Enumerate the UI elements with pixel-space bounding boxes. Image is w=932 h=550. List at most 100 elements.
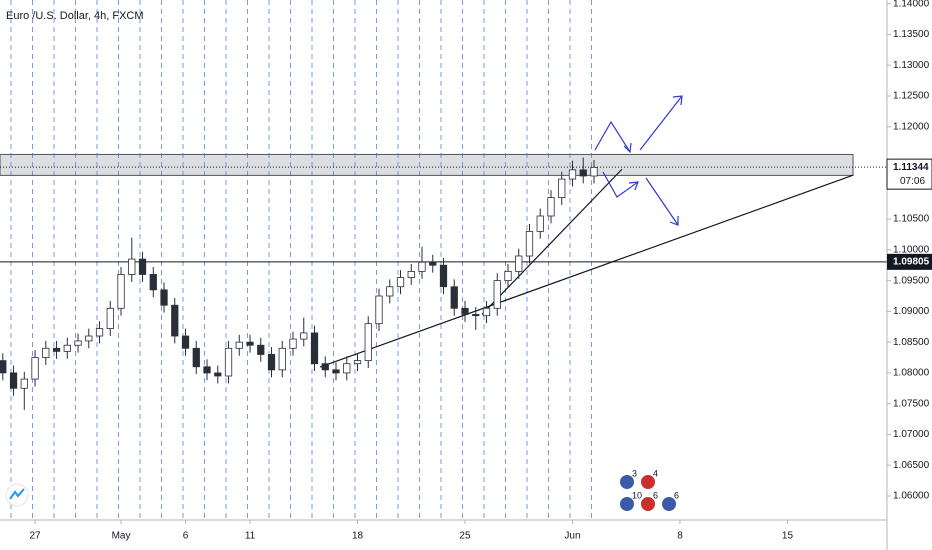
event-count: 4: [653, 468, 658, 478]
candle-body: [0, 360, 7, 374]
candle-body: [482, 307, 491, 317]
y-tick-label: 1.08500: [893, 337, 930, 348]
candle-body: [386, 286, 394, 297]
candle-body: [128, 258, 136, 275]
arrowhead: [672, 95, 683, 106]
candle-body: [504, 270, 512, 282]
candle-body: [300, 332, 308, 340]
event-count: 6: [674, 490, 679, 500]
trendline: [481, 168, 623, 315]
plot: [0, 153, 887, 410]
candle-body: [547, 197, 555, 217]
event-icon: [639, 473, 657, 491]
event-count: 10: [632, 490, 642, 500]
y-tick-label: 1.07500: [893, 398, 930, 409]
candle-body: [515, 255, 523, 272]
candle-body: [138, 258, 147, 275]
x-tick-label: 11: [245, 531, 256, 542]
candle-body: [289, 338, 297, 349]
candle-body: [31, 357, 39, 380]
candle-body: [52, 347, 61, 352]
y-tick-label: 1.07000: [893, 429, 930, 440]
scenario-arrows: [594, 95, 683, 226]
x-tick-label: 6: [183, 531, 189, 542]
candle-body: [42, 347, 50, 358]
x-tick-label: 27: [29, 531, 41, 542]
candle-body: [493, 280, 501, 309]
arrow: [594, 120, 631, 153]
y-tick-label: 1.09000: [893, 306, 930, 317]
x-tick-label: 15: [782, 531, 794, 542]
candle-body: [171, 304, 179, 337]
candle-body: [246, 341, 254, 346]
y-tick-label: 1.10500: [893, 214, 930, 225]
price-label: 1.09805: [893, 256, 930, 267]
candle-body: [214, 372, 222, 377]
candle-body: [20, 378, 28, 389]
candle-body: [257, 344, 265, 355]
candle-body: [181, 335, 190, 349]
candle-body: [160, 289, 168, 306]
event-icon: [660, 495, 678, 513]
candle-body: [353, 360, 362, 365]
last-price-box: [886, 158, 932, 190]
candle-body: [568, 169, 577, 180]
x-tick-label: 18: [352, 531, 364, 542]
candle-body: [278, 347, 286, 371]
arrowhead: [623, 142, 632, 154]
trendline: [319, 174, 854, 368]
x-tick-label: 8: [677, 531, 683, 542]
candle-body: [117, 274, 125, 309]
x-tick-label: Jun: [564, 531, 580, 542]
y-tick-label: 1.13000: [893, 60, 930, 71]
arrow: [645, 177, 679, 226]
y-tick-label: 1.08000: [893, 368, 930, 379]
candle-body: [375, 295, 383, 325]
y-tick-label: 1.13500: [893, 29, 930, 40]
candle-body: [407, 270, 415, 278]
logo-mark: [9, 488, 25, 500]
y-tick-label: 1.12000: [893, 121, 930, 132]
last-price-label: 1.11344: [893, 162, 929, 173]
y-tick-label: 1.10000: [893, 244, 930, 255]
candle-body: [558, 178, 566, 198]
candle-body: [192, 347, 200, 368]
candle-body: [450, 286, 458, 309]
session-lines: [10, 0, 592, 520]
candle-body: [579, 169, 587, 177]
arrow: [602, 171, 639, 198]
candle-body: [63, 344, 71, 352]
candle-body: [332, 369, 340, 374]
events: 3 4 10 6 6: [618, 468, 679, 513]
candle-body: [590, 166, 598, 177]
candle-body: [85, 335, 93, 342]
y-tick-label: 1.06500: [893, 460, 930, 471]
price-label-box: [887, 253, 932, 270]
candle-body: [525, 230, 534, 257]
event-icon: [618, 473, 636, 491]
x-tick-label: 25: [459, 531, 471, 542]
candle-body: [536, 215, 544, 232]
arrow: [639, 95, 683, 151]
event-count: 6: [653, 490, 658, 500]
candle-body: [9, 372, 18, 389]
resistance-zone: [0, 153, 854, 176]
candle-body: [364, 323, 372, 362]
event-icon: [639, 495, 657, 513]
candle-body: [429, 261, 437, 266]
arrowhead: [669, 216, 679, 226]
candle-body: [343, 363, 351, 374]
candle-body: [267, 354, 276, 371]
y-tick-label: 1.14000: [893, 0, 930, 9]
candle-body: [203, 366, 211, 374]
candle-body: [224, 347, 233, 377]
candle-body: [310, 332, 319, 365]
logo: [5, 483, 29, 507]
x-tick-label: May: [112, 531, 131, 542]
y-tick-label: 1.06000: [893, 491, 930, 502]
countdown: 07:06: [900, 176, 925, 187]
event-count: 3: [632, 468, 637, 478]
candle-body: [321, 363, 329, 371]
candle-body: [461, 307, 469, 315]
